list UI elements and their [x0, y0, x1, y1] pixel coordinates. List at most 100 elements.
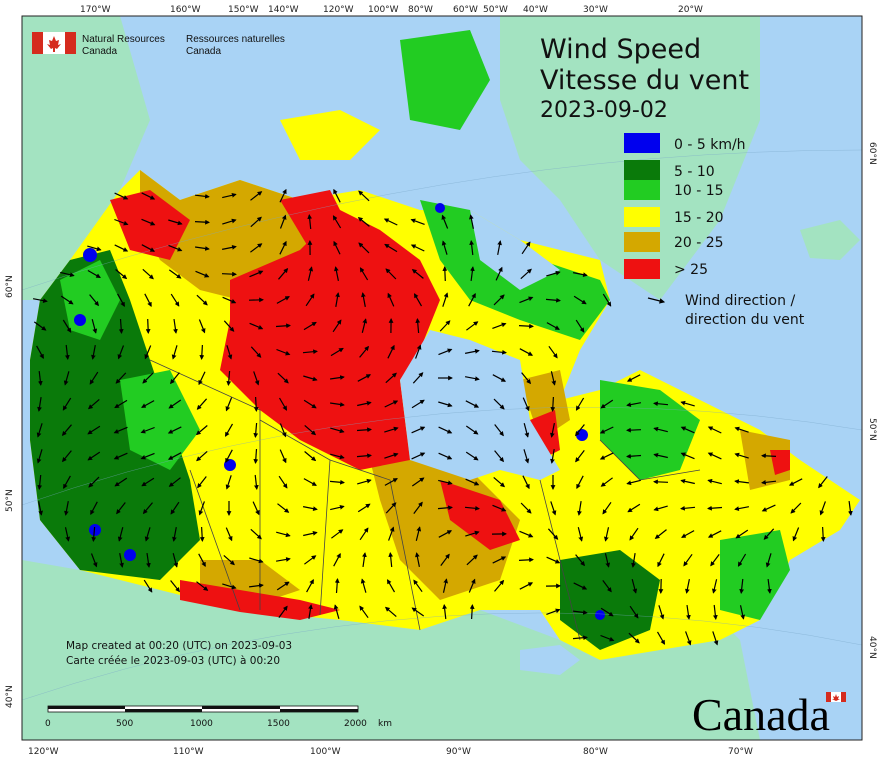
- wind-arrow-icon: [333, 552, 341, 567]
- wind-arrow-icon: [360, 578, 367, 593]
- bottom-axis: 120°W 110°W 100°W 90°W 80°W 70°W: [28, 747, 753, 757]
- wind-arrow-icon: [653, 426, 668, 433]
- wind-arrow-icon: [278, 267, 289, 280]
- wind-arrow-icon: [37, 371, 43, 386]
- wind-arrow-icon: [683, 553, 693, 567]
- wind-arrow-icon: [199, 526, 205, 542]
- wind-arrow-icon: [279, 188, 287, 203]
- wind-arrow-icon: [599, 452, 614, 460]
- wind-arrow-icon: [358, 190, 370, 202]
- wind-arrow-icon: [221, 245, 237, 250]
- wind-arrow-icon: [494, 579, 505, 592]
- wind-arrow-icon: [141, 192, 156, 200]
- legend-arrow-icon: [647, 297, 666, 304]
- wind-arrow-icon: [383, 218, 398, 226]
- wind-arrow-icon: [388, 526, 395, 541]
- wind-arrow-icon: [330, 453, 345, 460]
- wind-arrow-icon: [64, 344, 70, 360]
- zone-green-labrador: [600, 380, 700, 480]
- zone-red-northwest: [110, 190, 190, 260]
- wind-arrow-icon: [114, 218, 129, 226]
- wind-arrow-icon: [658, 605, 665, 620]
- wind-arrow-icon: [520, 502, 532, 514]
- wind-arrow-icon: [546, 270, 561, 277]
- left-axis: 60°N 50°N 40°N: [5, 275, 15, 708]
- top-axis: 170°W 160°W 150°W 140°W 120°W 100°W 80°W…: [80, 5, 703, 15]
- wind-arrow-icon: [303, 478, 317, 486]
- zone-green-ontario-quebec: [560, 550, 660, 650]
- wind-arrow-icon: [37, 474, 43, 490]
- wind-arrow-icon: [627, 503, 641, 513]
- wind-arrow-icon: [411, 477, 425, 487]
- right-tick: 60°N: [867, 142, 877, 165]
- wind-arrow-icon: [492, 556, 507, 564]
- wind-arrow-icon: [119, 552, 124, 568]
- wind-arrow-icon: [60, 271, 75, 278]
- wind-arrow-icon: [250, 191, 263, 201]
- wind-arrow-icon: [196, 581, 209, 591]
- wind-arrow-icon: [438, 401, 453, 408]
- wind-arrow-icon: [145, 318, 151, 334]
- wind-arrow-icon: [36, 449, 43, 464]
- wind-arrow-icon: [252, 501, 260, 516]
- wind-arrow-icon: [279, 214, 287, 229]
- agency-en-line1: Natural Resources: [82, 34, 165, 45]
- wind-arrow-icon: [465, 478, 480, 486]
- wind-arrow-icon: [384, 400, 399, 408]
- wind-arrow-icon: [577, 527, 584, 542]
- bottom-tick: 90°W: [446, 747, 471, 757]
- wind-arrow-icon: [305, 293, 315, 307]
- wind-arrow-icon: [550, 422, 555, 438]
- wind-arrow-icon: [225, 527, 233, 542]
- wind-arrow-icon: [194, 219, 210, 225]
- wind-arrow-icon: [438, 530, 453, 538]
- wind-arrow-icon: [169, 372, 180, 385]
- wind-arrow-icon: [521, 372, 532, 385]
- wind-arrow-icon: [224, 423, 234, 437]
- wind-arrow-icon: [680, 426, 695, 434]
- top-tick: 120°W: [323, 5, 354, 15]
- wind-arrow-icon: [442, 266, 448, 282]
- wind-arrow-icon: [117, 527, 124, 542]
- wind-arrow-icon: [173, 319, 178, 334]
- wind-arrow-icon: [141, 400, 155, 408]
- wind-arrow-icon: [523, 423, 530, 438]
- wind-arrow-icon: [493, 476, 506, 488]
- wind-arrow-icon: [89, 371, 99, 385]
- wind-arrow-icon: [707, 505, 723, 511]
- wind-arrow-icon: [767, 579, 772, 594]
- wind-arrow-icon: [87, 245, 102, 252]
- legend: 0 - 5 km/h 5 - 10 10 - 15 15 - 20 20 - 2…: [624, 133, 805, 328]
- wind-arrow-icon: [442, 578, 449, 593]
- wind-arrow-icon: [470, 266, 475, 281]
- wind-arrow-icon: [225, 475, 232, 490]
- wind-arrow-icon: [304, 424, 317, 436]
- wind-arrow-icon: [411, 426, 426, 434]
- alaska-land: [22, 16, 150, 300]
- wind-arrow-icon: [199, 344, 205, 360]
- wind-arrow-icon: [680, 505, 696, 511]
- wind-arrow-icon: [223, 554, 235, 566]
- wind-arrow-icon: [707, 426, 722, 434]
- wordmark-flag-icon: [826, 692, 846, 702]
- wind-arrow-icon: [357, 503, 371, 513]
- wind-arrow-icon: [707, 452, 722, 460]
- wind-arrow-icon: [88, 476, 100, 488]
- wind-arrow-icon: [36, 345, 44, 359]
- wind-arrow-icon: [33, 321, 47, 331]
- wind-arrow-icon: [170, 580, 180, 593]
- wind-arrow-icon: [384, 478, 398, 486]
- wind-arrow-icon: [653, 479, 669, 485]
- wind-arrow-icon: [413, 501, 423, 514]
- wind-arrow-icon: [654, 529, 667, 539]
- wind-arrow-icon: [307, 266, 314, 281]
- wind-arrow-icon: [359, 345, 370, 358]
- wind-arrow-icon: [522, 397, 530, 412]
- wind-arrow-icon: [442, 292, 449, 307]
- wind-arrow-icon: [356, 427, 372, 433]
- wind-arrow-icon: [602, 580, 612, 593]
- wind-arrow-icon: [249, 322, 264, 330]
- wind-arrow-icon: [575, 554, 586, 567]
- wind-arrow-icon: [249, 557, 264, 564]
- wind-arrow-icon: [278, 605, 288, 618]
